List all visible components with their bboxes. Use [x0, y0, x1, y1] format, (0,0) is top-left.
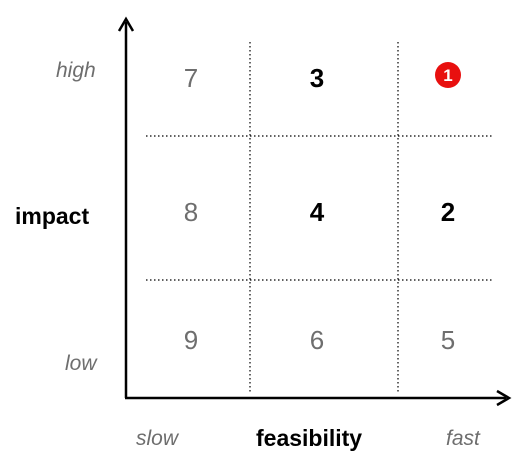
y-axis-low-label: low — [65, 352, 97, 375]
y-axis-arrowhead — [117, 16, 135, 32]
x-axis-slow-label: slow — [136, 427, 179, 450]
y-axis-title: impact — [15, 203, 90, 229]
cell-slow-medium: 8 — [183, 197, 199, 227]
x-axis-fast-label: fast — [446, 427, 480, 450]
x-axis-title: feasibility — [256, 425, 363, 451]
cell-fast-medium: 2 — [440, 197, 456, 227]
priority-badge: 1 — [435, 62, 461, 88]
x-axis-arrowhead — [496, 389, 512, 407]
y-axis-high-label: high — [56, 59, 96, 82]
cell-fast-high: 1 — [388, 55, 508, 95]
cell-slow-high: 7 — [183, 63, 199, 93]
cell-medium-high: 3 — [309, 63, 325, 93]
cell-slow-low: 9 — [183, 325, 199, 355]
cell-medium-low: 6 — [309, 325, 325, 355]
cell-fast-low: 5 — [440, 325, 456, 355]
cell-medium-medium: 4 — [309, 197, 325, 227]
